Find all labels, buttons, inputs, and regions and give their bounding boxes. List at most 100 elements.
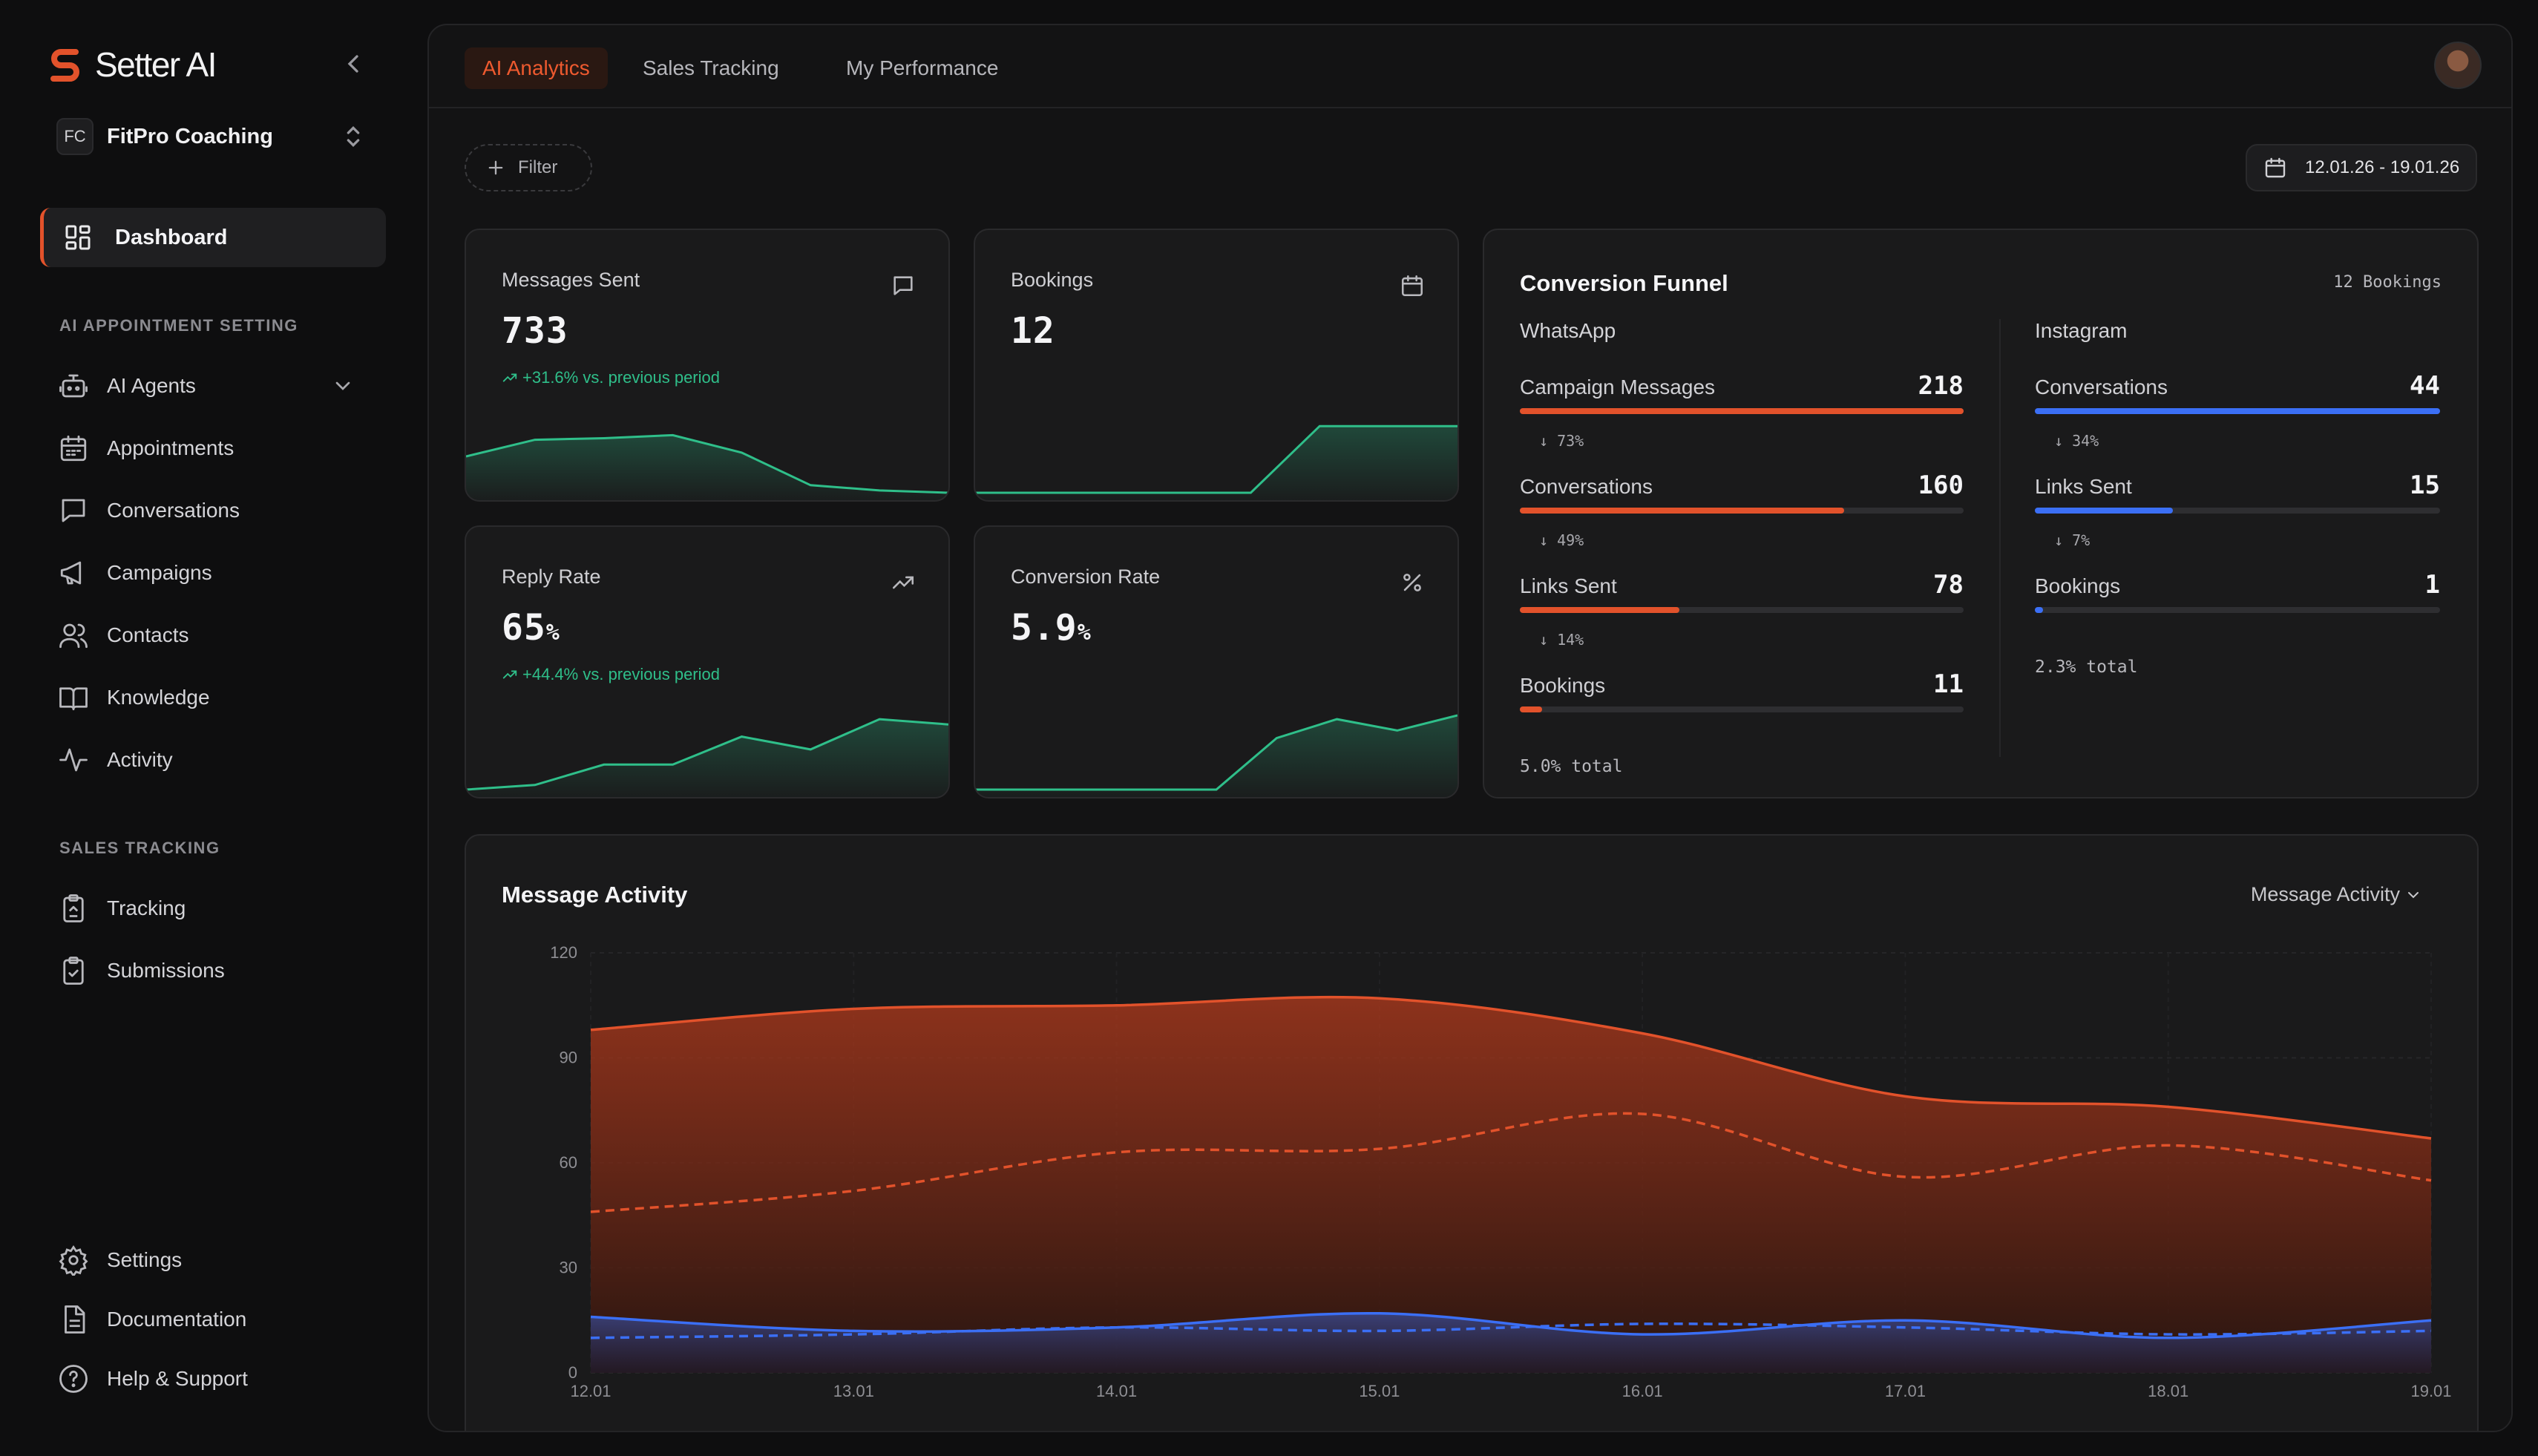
kpi-value: 12 — [1011, 310, 1055, 352]
funnel-row-label: Bookings — [2035, 574, 2121, 597]
date-range-picker[interactable]: 12.01.26 - 19.01.26 — [2246, 144, 2477, 191]
funnel-drop: ↓ 49% — [1539, 531, 1584, 549]
avatar[interactable] — [2434, 42, 2482, 89]
chat-icon — [62, 499, 85, 522]
sparkline-area — [466, 435, 948, 500]
sidebar-item-conversations[interactable]: Conversations — [58, 488, 370, 533]
funnel-total: 2.3% total — [2035, 658, 2138, 677]
sidebar-item-label: Submissions — [107, 959, 225, 982]
sidebar-item-label: Tracking — [107, 896, 186, 919]
funnel-bar-track — [1520, 607, 1964, 613]
brand[interactable]: Setter AI — [46, 43, 217, 86]
brand-logo-icon — [50, 49, 79, 82]
kpi-unit: % — [545, 620, 560, 646]
workspace-switcher[interactable]: FC FitPro Coaching — [56, 116, 368, 157]
tab-my-performance[interactable]: My Performance — [846, 56, 999, 79]
chevron-down-icon[interactable] — [331, 374, 355, 398]
funnel-row-value: 44 — [2410, 371, 2440, 401]
x-tick-label: 13.01 — [833, 1382, 874, 1400]
sidebar-item-label: Knowledge — [107, 686, 210, 709]
kpi-card-messages-sent[interactable]: Messages Sent 733 +31.6% vs. previous pe… — [465, 229, 950, 502]
funnel-bookings-badge: 12 Bookings — [2333, 273, 2442, 292]
calendar-icon — [60, 435, 87, 462]
sidebar-item-label: Contacts — [107, 623, 189, 646]
sidebar-item-submissions[interactable]: Submissions — [58, 948, 370, 993]
x-tick-label: 14.01 — [1096, 1382, 1137, 1400]
x-tick-label: 15.01 — [1359, 1382, 1400, 1400]
sidebar-item-label: Activity — [107, 748, 173, 771]
sidebar-item-settings[interactable]: Settings — [58, 1238, 370, 1282]
sidebar-item-dashboard[interactable]: Dashboard — [40, 208, 386, 267]
plus-icon — [488, 160, 503, 175]
funnel-row-value: 1 — [2424, 570, 2440, 600]
funnel-divider — [1999, 319, 2001, 757]
funnel-bar-track — [2035, 607, 2440, 613]
sidebar-item-contacts[interactable]: Contacts — [58, 613, 370, 658]
trending-up-icon — [892, 576, 914, 589]
y-tick-label: 60 — [560, 1153, 577, 1172]
top-bar: AI Analytics Sales Tracking My Performan… — [429, 25, 2511, 108]
sidebar-item-label: Settings — [107, 1248, 183, 1271]
megaphone-icon — [60, 561, 82, 585]
kpi-value: 65% — [502, 607, 560, 649]
sidebar-item-label: Help & Support — [107, 1367, 248, 1390]
sparkline-line — [466, 718, 948, 791]
sidebar-item-campaigns[interactable]: Campaigns — [58, 551, 370, 595]
funnel-bar-fill — [1520, 607, 1680, 613]
sidebar-item-knowledge[interactable]: Knowledge — [58, 675, 370, 720]
calendar-icon — [1401, 275, 1423, 297]
chevron-down-icon — [2408, 891, 2419, 898]
funnel-row-label: Links Sent — [1520, 574, 1617, 597]
kpi-title: Conversion Rate — [1011, 565, 1161, 588]
kpi-value: 5.9% — [1011, 607, 1092, 649]
kpi-trend-text: +31.6% vs. previous period — [522, 368, 720, 387]
funnel-bar-track — [1520, 508, 1964, 514]
funnel-channel-label: Instagram — [2035, 319, 2128, 342]
tab-sales-tracking[interactable]: Sales Tracking — [643, 56, 779, 79]
clipboard-check-icon — [63, 957, 84, 985]
funnel-row-label: Conversations — [1520, 475, 1653, 498]
funnel-drop: ↓ 14% — [1539, 631, 1584, 649]
message-activity-card: Message Activity Message Activity 0 30 60 9… — [465, 834, 2479, 1431]
sidebar-item-ai-agents[interactable]: AI Agents — [58, 364, 370, 408]
kpi-value: 733 — [502, 310, 568, 352]
brand-name: Setter AI — [95, 45, 217, 84]
funnel-row-value: 11 — [1933, 669, 1964, 699]
kpi-card-bookings[interactable]: Bookings 12 — [974, 229, 1459, 502]
series-area — [591, 997, 2431, 1373]
sidebar-item-appointments[interactable]: Appointments — [58, 426, 370, 470]
sidebar-item-documentation[interactable]: Documentation — [58, 1297, 370, 1342]
date-range-label: 12.01.26 - 19.01.26 — [2305, 157, 2460, 177]
sidebar-item-activity[interactable]: Activity — [58, 738, 370, 782]
funnel-drop: ↓ 34% — [2054, 432, 2099, 450]
funnel-row-value: 15 — [2410, 470, 2440, 500]
sparkline-line — [466, 433, 948, 494]
kpi-card-reply-rate[interactable]: Reply Rate 65% +44.4% vs. previous perio… — [465, 525, 950, 798]
funnel-row-value: 218 — [1918, 371, 1964, 401]
robot-icon — [59, 374, 88, 398]
kpi-unit: % — [1077, 620, 1092, 646]
sidebar-item-help[interactable]: Help & Support — [58, 1357, 370, 1401]
collapse-sidebar-icon[interactable] — [338, 49, 368, 79]
series-line — [590, 995, 2432, 1140]
sparkline-conversion-rate — [975, 714, 1457, 797]
main-panel: AI Analytics Sales Tracking My Performan… — [427, 24, 2513, 1432]
funnel-channel-label: WhatsApp — [1520, 319, 1616, 342]
sparkline-area — [975, 426, 1457, 500]
calendar-icon — [2265, 157, 2286, 178]
activity-select-label: Message Activity — [2250, 883, 2400, 905]
percent-icon — [1403, 574, 1421, 591]
activity-metric-select[interactable]: Message Activity — [2251, 883, 2422, 906]
workspace-initials: FC — [56, 118, 94, 155]
filter-button[interactable]: Filter — [465, 144, 592, 191]
tab-ai-analytics[interactable]: AI Analytics — [465, 47, 608, 89]
funnel-total: 5.0% total — [1520, 757, 1623, 776]
kpi-card-conversion-rate[interactable]: Conversion Rate 5.9% — [974, 525, 1459, 798]
funnel-bar-track — [2035, 408, 2440, 414]
funnel-bar-fill — [1520, 706, 1542, 712]
sparkline-messages — [466, 433, 948, 500]
funnel-instagram-column: Instagram Conversations 44 ↓ 34% Links S… — [2035, 319, 2440, 779]
x-tick-label: 18.01 — [2148, 1382, 2188, 1400]
message-activity-chart: 0 30 60 90 120 12.01 13.01 14.01 15.01 16.01 17.01… — [550, 943, 2451, 1400]
sidebar-item-tracking[interactable]: Tracking — [58, 886, 370, 931]
